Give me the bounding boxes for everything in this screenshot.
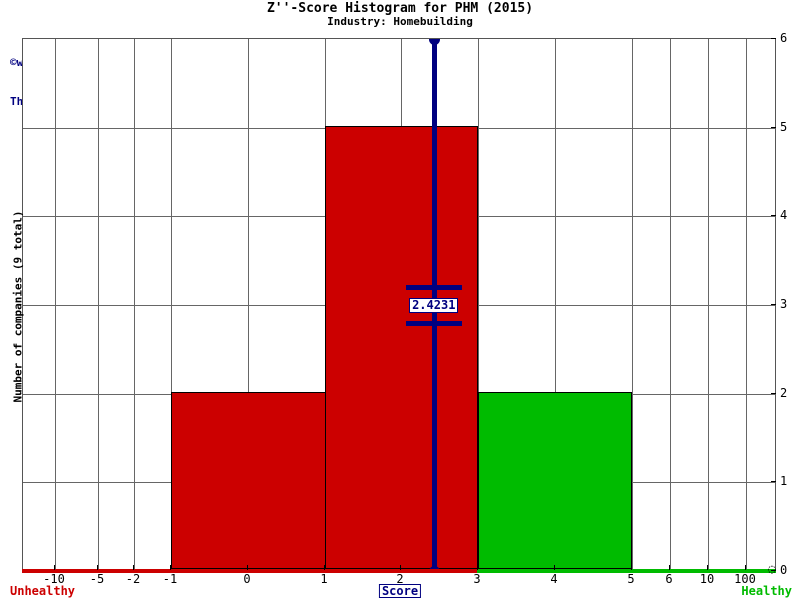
gridline-vertical — [632, 39, 633, 569]
histogram-bar — [478, 391, 632, 569]
x-tick-label: 2 — [396, 572, 404, 586]
gridline-vertical — [98, 39, 99, 569]
x-tick-label: 100 — [734, 572, 756, 586]
y-tick-label: 4 — [780, 208, 788, 223]
x-tick-mark — [97, 565, 98, 570]
x-tick-label: -5 — [89, 572, 105, 586]
chart-subtitle: Industry: Homebuilding — [327, 15, 473, 28]
y-tick-mark — [771, 38, 776, 39]
y-tick-label: 2 — [780, 385, 788, 400]
gridline-vertical — [134, 39, 135, 569]
y-tick-label: 6 — [780, 31, 788, 45]
gridline-vertical — [248, 39, 249, 569]
x-tick-label: 4 — [550, 572, 558, 586]
infinity-icon: ◌ — [768, 562, 776, 577]
x-tick-label: -10 — [43, 572, 65, 586]
x-tick-label: -1 — [162, 572, 178, 586]
y-tick-mark — [771, 481, 776, 483]
x-tick-label: 6 — [665, 572, 673, 586]
gridline-vertical — [708, 39, 709, 569]
x-tick-mark — [745, 565, 746, 570]
value-marker-endcap-top — [428, 39, 440, 45]
histogram-bar — [325, 125, 478, 569]
x-tick-mark — [247, 565, 248, 570]
y-axis-title: Number of companies (9 total) — [11, 210, 25, 403]
x-tick-mark — [400, 565, 401, 570]
x-tick-label: 3 — [473, 572, 481, 586]
x-tick-mark — [669, 565, 670, 570]
y-tick-label: 0 — [780, 563, 788, 577]
gridline-vertical — [55, 39, 56, 569]
x-tick-label: -2 — [125, 572, 141, 586]
value-label: 2.4231 — [409, 297, 459, 313]
value-whisker-lower — [405, 320, 462, 326]
y-tick-mark — [771, 304, 776, 305]
y-tick-mark — [771, 126, 776, 128]
y-tick-label: 3 — [780, 297, 788, 311]
y-tick-mark — [771, 392, 776, 394]
x-tick-label: 0 — [243, 572, 251, 586]
x-tick-mark — [133, 565, 134, 570]
y-tick-label: 5 — [780, 119, 788, 134]
x-tick-mark — [554, 565, 555, 570]
healthy-zone-label: Healthy — [741, 584, 792, 598]
page-title: Z''-Score Histogram for PHM (2015) — [266, 1, 534, 16]
plot-area: 2.4231 — [22, 38, 776, 570]
x-tick-mark — [631, 565, 632, 570]
gridline-vertical — [746, 39, 747, 569]
x-tick-label: 10 — [699, 572, 715, 586]
x-tick-mark — [324, 565, 325, 570]
x-tick-mark — [477, 565, 478, 570]
y-tick-mark — [771, 570, 776, 571]
zone-strip-healthy — [477, 569, 776, 573]
y-tick-label: 1 — [780, 474, 788, 489]
gridline-vertical — [670, 39, 671, 569]
value-marker-endcap-bottom — [428, 566, 440, 569]
unhealthy-zone-label: Unhealthy — [10, 584, 76, 598]
gridline-vertical — [171, 39, 172, 569]
x-tick-label: 1 — [320, 572, 328, 586]
zone-strip-unhealthy — [22, 569, 477, 573]
x-tick-label: 5 — [627, 572, 635, 586]
gridline-vertical — [555, 39, 556, 569]
value-whisker-upper — [405, 285, 462, 291]
x-tick-mark — [707, 565, 708, 570]
x-tick-mark — [54, 565, 55, 570]
x-axis-title: Score — [378, 584, 422, 598]
gridline-vertical — [478, 39, 479, 569]
x-tick-mark — [170, 565, 171, 570]
y-tick-mark — [771, 215, 776, 217]
